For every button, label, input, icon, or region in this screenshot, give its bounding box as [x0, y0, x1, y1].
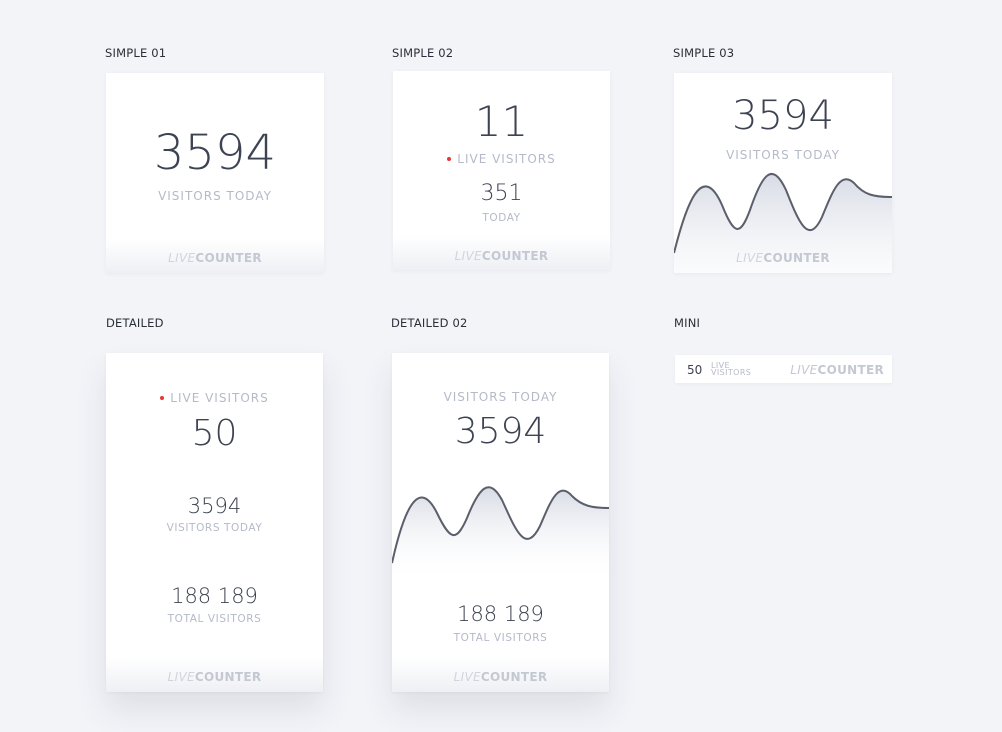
footer-band	[392, 658, 609, 692]
live-visitors-value: 50	[191, 413, 238, 454]
live-dot-icon	[447, 156, 452, 161]
brand-logo: LIVECOUNTER	[454, 249, 549, 263]
brand-logo: LIVECOUNTER	[453, 670, 548, 684]
wave-area	[392, 487, 609, 583]
section-label-simple-01: SIMPLE 01	[105, 46, 167, 60]
total-visitors-value: 188 189	[457, 602, 544, 626]
live-visitors-caption: LIVE VISITORS	[711, 361, 752, 377]
section-label-simple-02: SIMPLE 02	[392, 46, 454, 60]
today-value: 351	[480, 181, 523, 206]
live-visitors-caption: LIVE VISITORS	[393, 152, 610, 166]
wave-area	[674, 173, 892, 273]
visitors-trend-wave	[392, 486, 609, 583]
total-visitors-value: 188 189	[171, 584, 258, 608]
section-label-mini: MINI	[674, 316, 701, 330]
footer-band	[393, 236, 610, 270]
visitors-today-value: 3594	[732, 93, 834, 139]
visitors-today-caption: VISITORS TODAY	[726, 148, 840, 162]
brand-logo: LIVECOUNTER	[736, 251, 830, 265]
widget-detailed[interactable]: LIVE VISITORS 50 3594 VISITORS TODAY 188…	[106, 353, 323, 692]
section-label-detailed-02: DETAILED 02	[391, 316, 468, 330]
widget-simple-03[interactable]: 3594 VISITORS TODAY LIVECOUNTER	[674, 73, 892, 273]
total-visitors-caption: TOTAL VISITORS	[453, 632, 548, 644]
visitors-today-caption: VISITORS TODAY	[443, 390, 558, 404]
footer-band	[106, 239, 324, 273]
visitors-today-caption: VISITORS TODAY	[166, 522, 263, 534]
section-label-simple-03: SIMPLE 03	[673, 46, 735, 60]
widget-detailed-02[interactable]: VISITORS TODAY 3594 188 189 TOTAL VISITO…	[392, 353, 609, 692]
section-label-detailed: DETAILED	[106, 316, 164, 330]
brand-logo: LIVECOUNTER	[167, 670, 262, 684]
visitors-trend-wave	[674, 173, 892, 273]
widget-simple-01[interactable]: 3594 VISITORS TODAY LIVECOUNTER	[106, 73, 324, 273]
total-visitors-caption: TOTAL VISITORS	[167, 613, 262, 625]
live-dot-icon	[160, 395, 165, 400]
widget-mini[interactable]: 50 LIVE VISITORS LIVECOUNTER	[675, 355, 892, 383]
live-visitors-caption: LIVE VISITORS	[106, 391, 323, 405]
visitors-today-value: 3594	[153, 125, 277, 181]
visitors-today-value: 3594	[454, 411, 547, 452]
widget-simple-02[interactable]: 11 LIVE VISITORS 351 TODAY LIVECOUNTER	[393, 71, 610, 270]
brand-logo: LIVECOUNTER	[790, 363, 884, 377]
wave-line	[674, 173, 892, 254]
live-visitors-value: 11	[474, 97, 529, 146]
footer-band	[106, 658, 323, 692]
brand-logo: LIVECOUNTER	[168, 251, 262, 265]
visitors-today-value: 3594	[187, 494, 242, 518]
wave-line	[392, 486, 609, 564]
live-visitors-value: 50	[687, 363, 703, 377]
visitors-today-caption: VISITORS TODAY	[158, 189, 272, 203]
today-caption: TODAY	[482, 212, 521, 224]
